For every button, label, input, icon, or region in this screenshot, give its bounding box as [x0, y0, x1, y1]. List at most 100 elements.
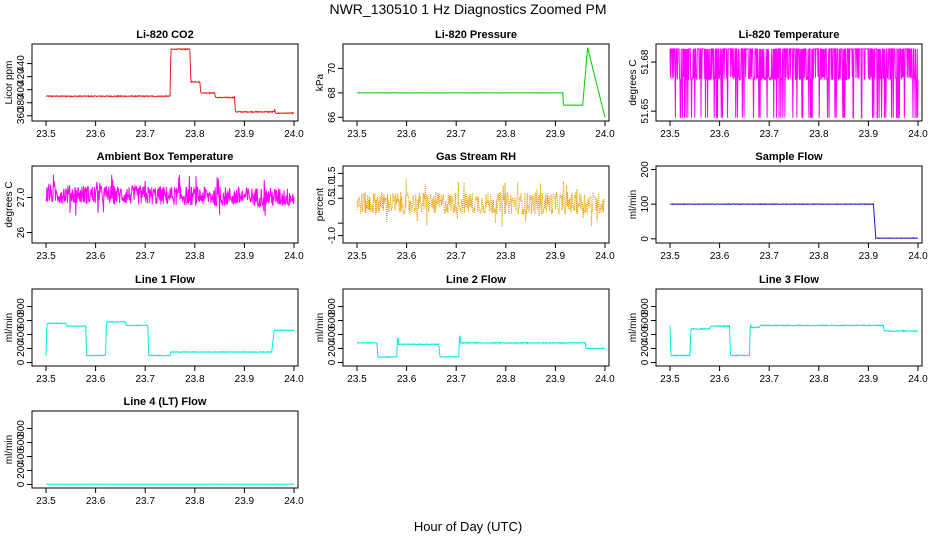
y-tick-label: 600: [327, 312, 338, 329]
y-tick-label: 400: [640, 326, 651, 343]
y-tick-label: 600: [640, 312, 651, 329]
panel-title: Li-820 Pressure: [435, 29, 517, 41]
x-tick-label: 23.8: [185, 129, 205, 140]
panel-title: Line 1 Flow: [135, 274, 195, 286]
y-tick-label: 600: [16, 434, 27, 451]
y-tick-label: 0.5: [327, 191, 338, 205]
chart-panel: Line 1 Flow 23.5 23.6 23.7 23.8 23.9 24.0 0 2004…: [4, 274, 304, 385]
x-tick-label: 23.7: [446, 374, 466, 385]
x-tick-label: 24.0: [284, 129, 304, 140]
x-tick-label: 23.6: [710, 251, 730, 262]
x-tick-label: 23.8: [809, 129, 829, 140]
x-tick-label: 23.9: [546, 374, 566, 385]
y-axis-label: ml/min: [628, 190, 639, 219]
x-tick-label: 23.6: [397, 374, 417, 385]
x-tick-label: 23.9: [235, 251, 255, 262]
y-tick-label: 800: [16, 298, 27, 315]
x-tick-label: 24.0: [595, 251, 615, 262]
y-axis-label: ml/min: [4, 313, 15, 342]
x-tick-label: 23.7: [759, 374, 779, 385]
y-tick-label: 51.65: [640, 98, 651, 123]
x-tick-label: 23.6: [86, 129, 106, 140]
x-tick-label: 23.8: [496, 374, 516, 385]
y-tick-label: 0: [327, 359, 338, 365]
chart-panel: Sample Flow 23.5 23.6 23.7 23.8 23.9 24.0 0 100 2…: [628, 151, 928, 262]
chart-panel: Li-820 CO2 23.5 23.6 23.7 23.8 23.9 24.0 360380…: [4, 29, 304, 140]
x-tick-label: 23.7: [135, 496, 155, 507]
y-tick-label: 1.0: [327, 178, 338, 192]
x-tick-label: 24.0: [595, 374, 615, 385]
panel-title: Line 4 (LT) Flow: [124, 396, 207, 408]
y-tick-label: 100: [640, 195, 651, 212]
chart-panel: Line 2 Flow 23.5 23.6 23.7 23.8 23.9 24.0 0 2004…: [315, 274, 615, 385]
panel-title: Ambient Box Temperature: [97, 151, 234, 163]
x-tick-label: 24.0: [284, 374, 304, 385]
y-tick-label: 1.5: [327, 166, 338, 180]
y-axis-label: degrees C: [4, 181, 15, 227]
series-line: [669, 324, 919, 358]
series-line: [46, 483, 295, 486]
x-tick-label: 23.9: [859, 374, 879, 385]
x-tick-label: 23.6: [710, 129, 730, 140]
chart-panel: Ambient Box Temperature 23.5 23.6 23.7 23.8 2…: [4, 151, 304, 262]
y-tick-label: 27.0: [16, 187, 27, 207]
series-line: [45, 47, 295, 115]
x-tick-label: 23.9: [235, 374, 255, 385]
chart-panel: Li-820 Pressure 23.5 23.6 23.7 23.8 23.9 24.0 6…: [315, 29, 615, 140]
x-tick-label: 23.7: [135, 374, 155, 385]
y-axis-label: degrees C: [628, 59, 639, 105]
y-axis-label: ml/min: [4, 435, 15, 464]
y-tick-label: 200: [327, 340, 338, 357]
x-tick-label: 23.8: [496, 251, 516, 262]
figure-title: NWR_130510 1 Hz Diagnostics Zoomed PM: [329, 1, 606, 17]
y-tick-label: 400: [16, 448, 27, 465]
x-tick-label: 23.6: [710, 374, 730, 385]
y-tick-label: 26: [16, 227, 27, 239]
plot-frame: [342, 165, 610, 244]
panel-title: Line 2 Flow: [446, 274, 506, 286]
y-tick-label: 360: [16, 107, 27, 124]
panel-title: Li-820 CO2: [136, 29, 193, 41]
x-tick-label: 23.5: [347, 251, 367, 262]
plot-frame: [31, 43, 299, 122]
x-tick-label: 23.8: [809, 251, 829, 262]
x-tick-label: 23.5: [36, 374, 56, 385]
y-tick-label: 800: [327, 298, 338, 315]
series-line: [45, 320, 295, 357]
x-tick-label: 23.9: [859, 129, 879, 140]
series-line: [670, 203, 918, 240]
y-tick-label: 0: [16, 481, 27, 487]
plot-frame: [31, 410, 299, 489]
series-line: [357, 47, 606, 118]
y-tick-label: 800: [16, 420, 27, 437]
x-tick-label: 23.6: [86, 496, 106, 507]
series-line: [669, 48, 919, 119]
y-tick-label: 0: [640, 236, 651, 242]
x-tick-label: 23.8: [185, 374, 205, 385]
x-tick-label: 23.6: [397, 129, 417, 140]
y-tick-label: 400: [16, 81, 27, 98]
panel-title: Gas Stream RH: [436, 151, 516, 163]
plot-frame: [342, 43, 610, 122]
y-tick-label: 0: [16, 359, 27, 365]
x-tick-label: 23.8: [496, 129, 516, 140]
x-tick-label: 23.7: [446, 251, 466, 262]
x-tick-label: 23.5: [36, 251, 56, 262]
y-tick-label: 66: [327, 111, 338, 123]
y-tick-label: 200: [640, 340, 651, 357]
y-tick-label: 400: [16, 326, 27, 343]
y-tick-label: 800: [640, 298, 651, 315]
x-tick-label: 23.8: [185, 251, 205, 262]
x-tick-label: 23.6: [86, 374, 106, 385]
y-axis-label: percent: [315, 188, 326, 222]
x-tick-label: 23.9: [546, 251, 566, 262]
y-tick-label: 600: [16, 312, 27, 329]
x-tick-label: 23.6: [397, 251, 417, 262]
x-tick-label: 23.9: [235, 129, 255, 140]
y-axis-label: ml/min: [315, 313, 326, 342]
x-tick-label: 24.0: [284, 251, 304, 262]
x-tick-label: 23.7: [446, 129, 466, 140]
x-tick-label: 23.8: [185, 496, 205, 507]
x-tick-label: 23.6: [86, 251, 106, 262]
panel-title: Sample Flow: [755, 151, 823, 163]
